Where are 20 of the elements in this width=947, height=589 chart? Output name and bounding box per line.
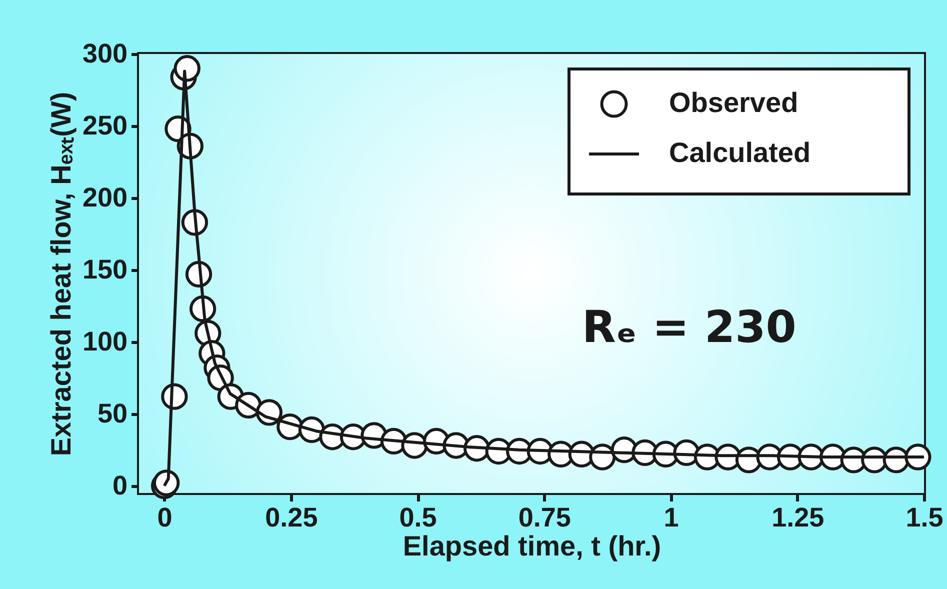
y-tick-label: 250 [82, 110, 128, 140]
y-axis-title: Extracted heat flow, Hₑₓₜ(W) [45, 92, 76, 456]
y-tick-label: 100 [82, 326, 128, 356]
x-tick-label: 0.25 [265, 502, 318, 532]
x-axis-title: Elapsed time, t (hr.) [402, 530, 662, 562]
x-tick-label: 1.25 [772, 502, 824, 532]
y-tick-label: 0 [112, 470, 128, 500]
point [174, 55, 200, 82]
y-tick-label: 50 [97, 398, 128, 428]
legend-label: Observed [669, 87, 798, 118]
x-tick-label: 0.75 [518, 502, 571, 532]
x-tick-label: 0 [157, 502, 172, 532]
y-tick-label: 150 [82, 254, 128, 284]
x-tick-label: 0.5 [399, 502, 437, 532]
legend-label: Calculated [669, 137, 811, 168]
y-tick-label: 200 [82, 182, 128, 212]
y-tick-label: 300 [82, 38, 128, 68]
annotation: Rₑ = 230 [582, 302, 796, 353]
x-tick-label: 1.5 [906, 502, 944, 532]
x-tick-label: 1 [664, 502, 679, 532]
